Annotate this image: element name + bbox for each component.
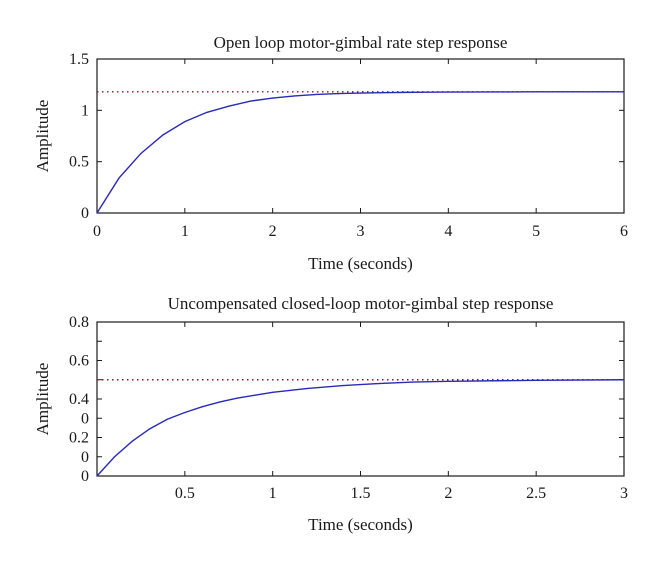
data-point: [447, 380, 449, 382]
data-point: [337, 92, 340, 95]
data-point: [381, 92, 384, 94]
y-axis-label: Amplitude: [33, 363, 52, 436]
x-tick-label: 1: [181, 223, 189, 240]
plot-frame: [96, 58, 625, 214]
chart-panel-1: Open loop motor-gimbal rate step respons…: [33, 33, 628, 273]
x-tick-label: 0: [93, 223, 101, 240]
x-tick-label: 4: [444, 223, 452, 240]
chart-panel-2: Uncompensated closed-loop motor-gimbal s…: [33, 294, 628, 534]
data-point: [140, 152, 142, 155]
data-point: [184, 121, 186, 123]
x-tick-label: 2: [444, 485, 452, 502]
x-tick-label: 1: [269, 485, 277, 502]
data-point: [113, 456, 116, 458]
x-tick-label: 2: [269, 223, 277, 240]
data-point: [206, 111, 208, 113]
data-point: [254, 394, 256, 396]
data-point: [294, 95, 296, 97]
y-tick-label: 0: [81, 205, 89, 222]
data-point: [96, 475, 98, 477]
chart-title: Uncompensated closed-loop motor-gimbal s…: [168, 294, 554, 313]
x-tick-label: 5: [532, 223, 540, 240]
data-point: [149, 428, 151, 430]
data-point: [412, 381, 414, 383]
data-point: [162, 134, 164, 136]
y-tick-label: 0: [81, 449, 89, 466]
data-point: [96, 212, 98, 214]
data-point: [377, 383, 379, 385]
data-point: [272, 391, 274, 393]
data-point: [535, 379, 537, 381]
data-point: [250, 100, 252, 102]
y-tick-label: 0.6: [69, 353, 89, 370]
y-tick-label: 0: [81, 410, 89, 427]
data-point: [579, 91, 581, 93]
y-tick-label: 0.5: [69, 154, 89, 171]
y-tick-label: 0: [81, 468, 89, 485]
x-tick-label: 3: [620, 485, 628, 502]
data-point: [447, 91, 449, 93]
data-point: [131, 440, 133, 442]
data-point: [623, 379, 625, 381]
data-point: [201, 406, 203, 408]
data-point: [166, 418, 168, 420]
data-point: [184, 411, 186, 414]
y-tick-label: 0.8: [69, 314, 89, 331]
x-axis-label: Time (seconds): [308, 515, 413, 534]
x-axis-label: Time (seconds): [308, 254, 413, 273]
x-tick-label: 1.5: [351, 485, 371, 502]
data-point: [272, 97, 274, 99]
data-point: [403, 91, 406, 93]
series-line: [96, 379, 625, 477]
data-point: [236, 397, 239, 399]
x-tick-label: 2.5: [526, 485, 546, 502]
data-point: [307, 387, 309, 390]
data-point: [425, 91, 427, 93]
data-point: [359, 92, 362, 94]
data-point: [228, 105, 230, 107]
y-tick-label: 1: [81, 102, 89, 119]
data-point: [342, 384, 344, 387]
data-point: [219, 401, 221, 403]
x-tick-label: 3: [357, 223, 365, 240]
data-point: [535, 91, 537, 93]
data-point: [491, 91, 493, 93]
data-point: [315, 93, 318, 96]
x-tick-label: 6: [620, 223, 628, 240]
plot-frame: [96, 321, 625, 477]
series-line: [96, 91, 624, 214]
y-axis-label: Amplitude: [33, 100, 52, 173]
x-tick-label: 0.5: [175, 485, 195, 502]
data-point: [623, 91, 625, 93]
y-tick-label: 1.5: [69, 51, 89, 68]
y-tick-label: 0.4: [69, 391, 89, 408]
data-point: [118, 177, 120, 179]
chart-title: Open loop motor-gimbal rate step respons…: [214, 33, 508, 52]
y-tick-label: 0.2: [69, 430, 89, 447]
